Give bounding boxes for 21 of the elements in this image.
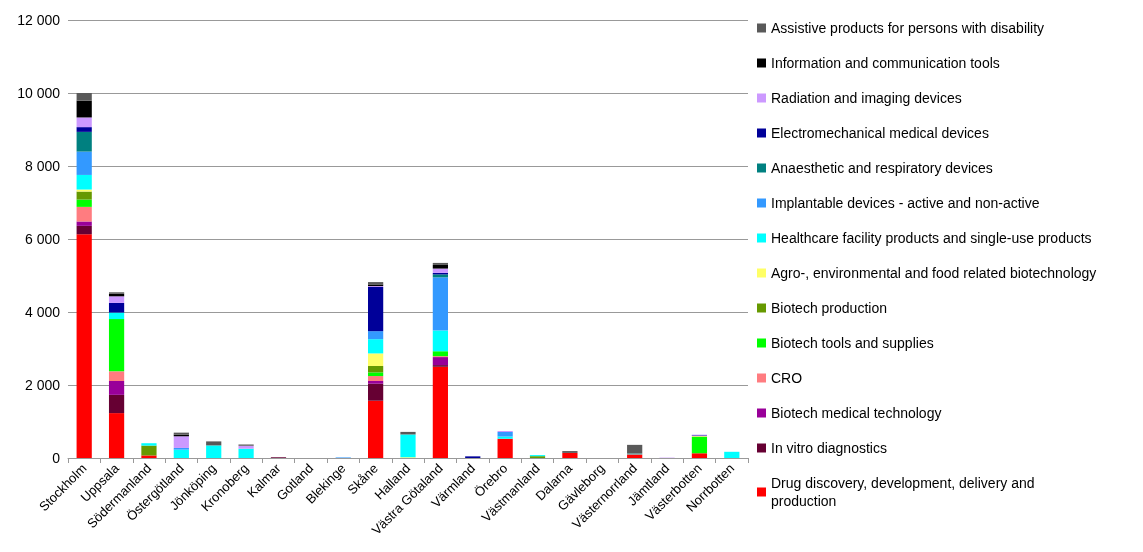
y-tick-label: 4 000 [24,304,61,320]
y-tick-label: 8 000 [24,158,61,174]
legend-label: Assistive products for persons with disability [771,20,1045,36]
legend-label: Anaesthetic and respiratory devices [771,160,993,176]
y-tick-label: 6 000 [24,231,61,247]
legend-label: Agro-, environmental and food related biotechnology [771,265,1097,281]
legend-label: Healthcare facility products and single-use products [771,230,1092,246]
legend-label: Electromechanical medical devices [771,125,989,141]
y-tick-label: 0 [52,450,61,466]
legend-label: Biotech production [771,300,887,316]
legend-label: Biotech medical technology [771,405,942,421]
legend-label: Implantable devices - active and non-active [771,195,1040,211]
legend-label: Information and communication tools [771,55,1000,71]
legend-label: Radiation and imaging devices [771,90,962,106]
legend-label: In vitro diagnostics [771,440,887,456]
legend-label: Biotech tools and supplies [771,335,934,351]
y-tick-label: 2 000 [24,377,61,393]
legend-label: CRO [771,370,803,386]
y-tick-label: 10 000 [17,85,61,101]
legend-label: Drug discovery, development, delivery and production [771,475,1039,509]
y-tick-label: 12 000 [17,12,61,28]
